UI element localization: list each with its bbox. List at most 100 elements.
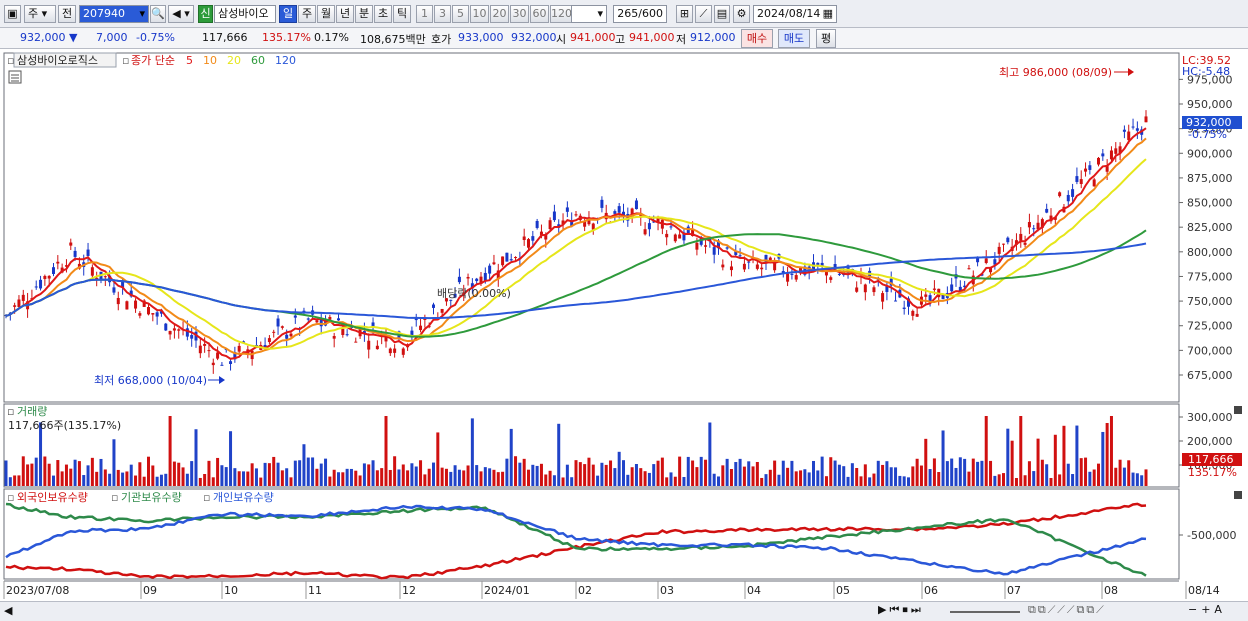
indicator-table-icon[interactable]: [8, 70, 22, 84]
interval-input[interactable]: ▾: [571, 5, 607, 23]
interval-tab[interactable]: 30: [510, 5, 529, 23]
volume-bars: [4, 416, 1148, 486]
date-axis-label: 11: [308, 584, 322, 597]
candle-body: [220, 364, 224, 366]
volume-bar: [77, 461, 81, 486]
candle-body: [915, 313, 919, 317]
volume-bar: [613, 468, 617, 486]
code-dropdown-icon[interactable]: ▾: [139, 7, 145, 20]
candle-body: [531, 236, 535, 241]
low-annotation: 최저 668,000 (10/04): [94, 374, 207, 387]
date-axis-label: 05: [836, 584, 850, 597]
candle-body: [21, 294, 25, 301]
period-tab[interactable]: 주: [298, 5, 316, 23]
price-change: 7,000: [96, 31, 128, 44]
date-axis-label: 09: [143, 584, 157, 597]
volume-bar: [570, 477, 574, 486]
candle-body: [306, 318, 310, 320]
price-change-pct: -0.75%: [136, 31, 175, 44]
volume-bar: [824, 476, 828, 486]
calendar-icon[interactable]: ▦: [822, 7, 833, 20]
volume-bar: [449, 471, 453, 486]
stock-code-input[interactable]: 207940 ▾: [79, 5, 149, 23]
volume-close-icon[interactable]: [1234, 406, 1242, 414]
sound-icon[interactable]: ◀ ▾: [168, 5, 194, 23]
volume-bar: [1088, 471, 1092, 486]
price-axis-label: 675,000: [1187, 369, 1233, 382]
zoom-in-icon[interactable]: ⊞: [676, 5, 693, 23]
save-icon[interactable]: ▤: [714, 5, 730, 23]
chart-canvas[interactable]: 975,000950,000925,000900,000875,000850,0…: [0, 49, 1248, 601]
interval-tab[interactable]: 5: [452, 5, 469, 23]
draw-tool-icon[interactable]: ⟋: [695, 5, 712, 23]
period-tab[interactable]: 월: [317, 5, 335, 23]
holdings-line: [5, 502, 1147, 580]
stock-name-field[interactable]: 삼성바이오: [214, 5, 276, 23]
date-input[interactable]: 2024/08/14 ▦: [753, 5, 837, 23]
count-total: /600: [638, 7, 663, 20]
interval-tab[interactable]: 60: [530, 5, 549, 23]
average-button[interactable]: 평: [816, 29, 836, 48]
candle-body: [155, 312, 159, 317]
volume-bar: [531, 464, 535, 486]
period-tab[interactable]: 일: [279, 5, 297, 23]
candle-body: [902, 307, 906, 309]
drawing-tools[interactable]: ⧉⧉⟋⟋⟋⧉⧉⟋: [1028, 603, 1106, 616]
volume-bar: [833, 460, 837, 486]
zoom-controls[interactable]: −+A: [1188, 603, 1226, 616]
period-tab[interactable]: 분: [355, 5, 373, 23]
high-price: 941,000: [629, 31, 675, 44]
holdings-close-icon[interactable]: [1234, 491, 1242, 499]
holdings-lines: [5, 502, 1147, 580]
settings-gear-icon[interactable]: ⚙: [733, 5, 750, 23]
holdings-dot-icon: ▫: [203, 491, 210, 504]
legend-dot-icon: ▫: [7, 54, 14, 67]
candle-body: [1114, 148, 1118, 154]
count-field[interactable]: 265/600: [613, 5, 667, 23]
interval-tab[interactable]: 1: [416, 5, 433, 23]
volume-bar: [466, 465, 470, 486]
volume-bar: [410, 463, 414, 486]
volume-bar: [453, 465, 457, 486]
volume-bar: [911, 466, 915, 486]
volume-bar: [306, 457, 310, 486]
new-badge[interactable]: 신: [198, 5, 213, 23]
date-axis-label: 06: [924, 584, 938, 597]
volume-bar: [181, 467, 185, 486]
candle-body: [872, 287, 876, 293]
volume-bar: [587, 457, 591, 486]
scroll-left-icon[interactable]: ◀: [4, 604, 13, 617]
volume-bar: [349, 468, 353, 486]
period-type-select[interactable]: 주 ▾: [24, 5, 56, 23]
search-icon[interactable]: 🔍: [150, 5, 166, 23]
volume-bar: [138, 462, 142, 486]
candle-body: [760, 267, 764, 270]
candle-body: [799, 266, 803, 274]
nav-controls[interactable]: ▶⏮⏹⏭: [878, 603, 924, 616]
count-value: 265: [617, 7, 639, 20]
period-tab[interactable]: 틱: [393, 5, 411, 23]
volume-bar: [8, 477, 12, 486]
candle-body: [1045, 208, 1049, 213]
candle-body: [535, 220, 539, 228]
volume-bar: [915, 458, 919, 486]
interval-tab[interactable]: 3: [434, 5, 451, 23]
candle-body: [997, 246, 1001, 254]
buy-button[interactable]: 매수: [741, 29, 773, 48]
compare-button[interactable]: 전: [58, 5, 76, 23]
candle-body: [39, 279, 43, 289]
interval-tab[interactable]: 10: [470, 5, 489, 23]
volume-bar: [958, 457, 962, 486]
candle-body: [695, 242, 699, 250]
candle-body: [790, 273, 794, 275]
candle-body: [354, 341, 358, 343]
period-tab[interactable]: 년: [336, 5, 354, 23]
interval-tab[interactable]: 120: [550, 5, 572, 23]
period-tab[interactable]: 초: [374, 5, 392, 23]
sell-button[interactable]: 매도: [778, 29, 810, 48]
zoom-slider[interactable]: [950, 611, 1020, 613]
chart-menu-icon[interactable]: ▣: [4, 5, 21, 23]
volume-bar: [47, 463, 51, 486]
volume-title: 거래량: [17, 405, 47, 418]
interval-tab[interactable]: 20: [490, 5, 509, 23]
